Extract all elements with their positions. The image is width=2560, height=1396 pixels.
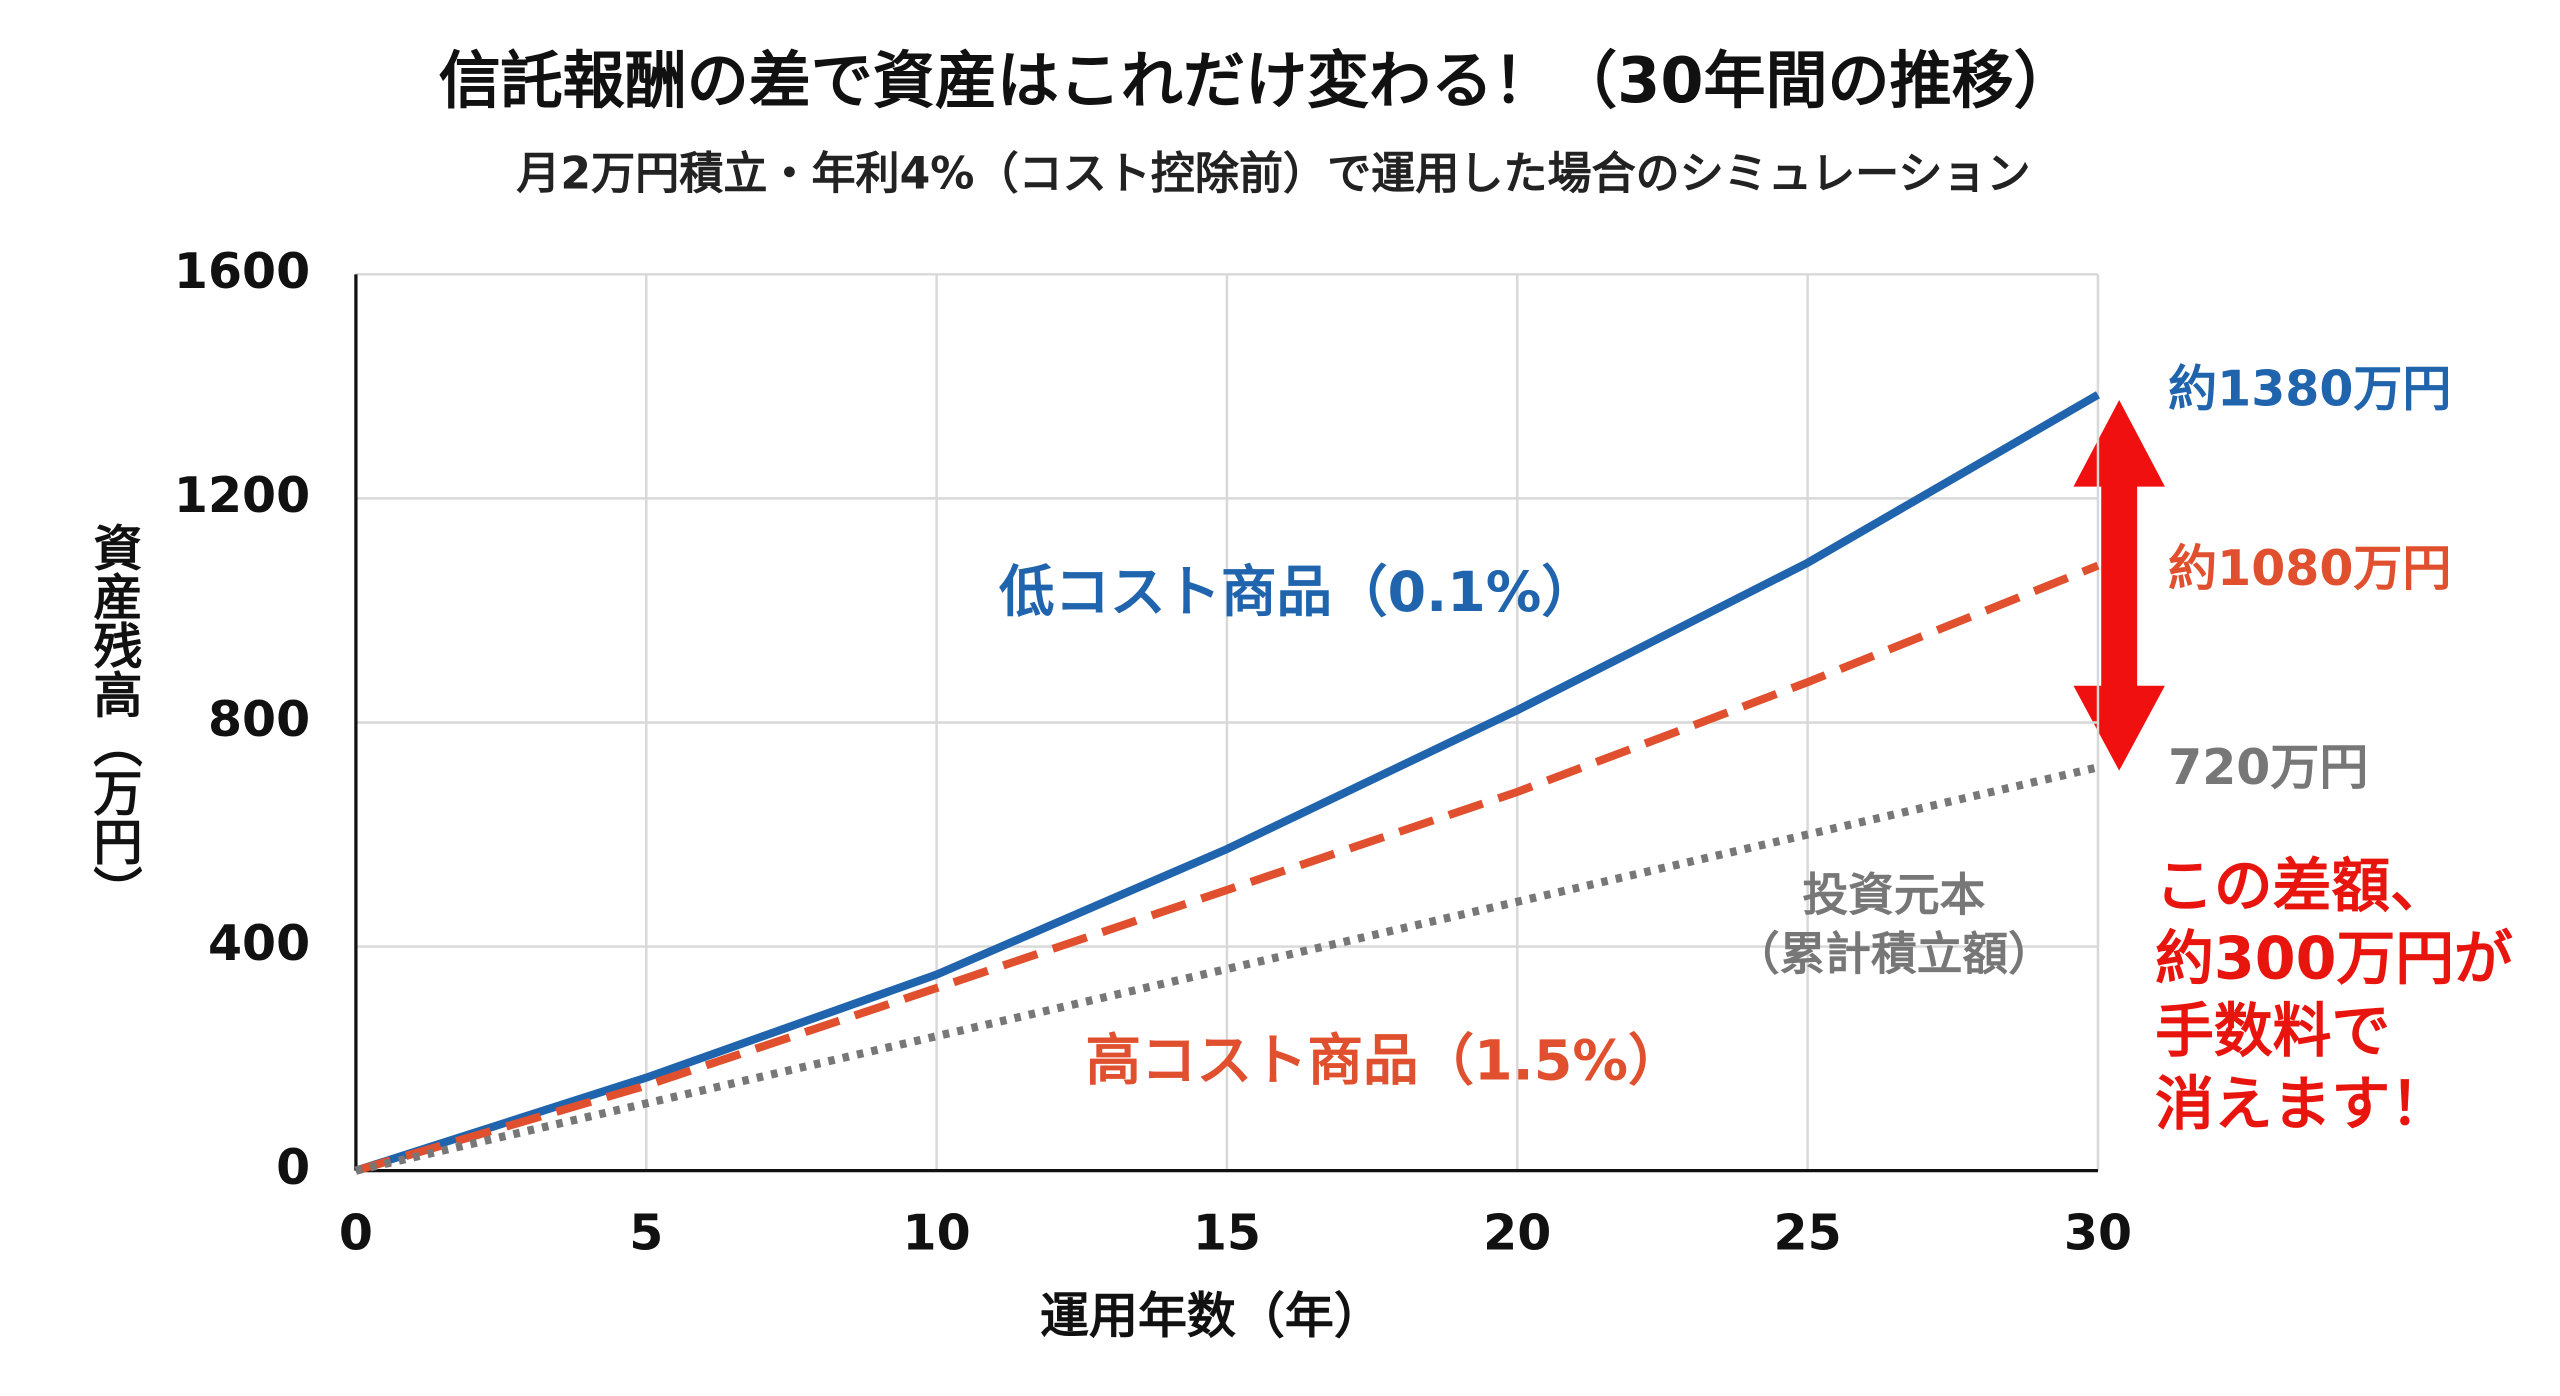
end-label: 約1080万円: [2168, 540, 2451, 597]
series-line: [354, 763, 2099, 1175]
x-tick-label: 10: [903, 1204, 971, 1261]
series-label: 投資元本: [1802, 868, 1985, 921]
note-line: 手数料で: [2155, 996, 2390, 1065]
end-label: 720万円: [2168, 739, 2368, 796]
y-tick-label: 1600: [174, 243, 310, 300]
series-label-note: （累計積立額）: [1734, 927, 2054, 980]
end-label: 約1380万円: [2168, 360, 2451, 417]
y-tick-label: 1200: [174, 467, 310, 524]
double-arrow: [2073, 400, 2165, 771]
chart-subtitle: 月2万円積立・年利4%（コスト控除前）で運用した場合のシミュレーション: [516, 148, 2030, 199]
series-label: 低コスト商品（0.1%）: [999, 560, 1597, 625]
series-line: [354, 391, 2101, 1175]
y-tick-label: 0: [276, 1139, 310, 1196]
x-tick-label: 5: [629, 1204, 663, 1261]
note-line: 消えます！: [2155, 1069, 2449, 1138]
x-axis-label: 運用年数（年）: [1040, 1288, 1383, 1345]
chart-title: 信託報酬の差で資産はこれだけ変わる！（30年間の推移）: [439, 44, 2076, 117]
x-tick-label: 20: [1483, 1204, 1551, 1261]
gap-arrow: [2073, 400, 2165, 771]
note-line: この差額、: [2155, 851, 2449, 920]
series-label: 高コスト商品（1.5%）: [1086, 1029, 1684, 1094]
note-line: 約300万円が: [2155, 924, 2513, 993]
series-line: [354, 561, 2100, 1175]
x-tick-label: 0: [339, 1204, 373, 1261]
x-tick-label: 30: [2064, 1204, 2132, 1261]
x-tick-label: 15: [1193, 1204, 1261, 1261]
x-tick-label: 25: [1774, 1204, 1842, 1261]
y-tick-label: 800: [208, 691, 310, 748]
y-axis-label: 資産残高（万円）: [86, 523, 143, 915]
y-tick-label: 400: [208, 915, 310, 972]
